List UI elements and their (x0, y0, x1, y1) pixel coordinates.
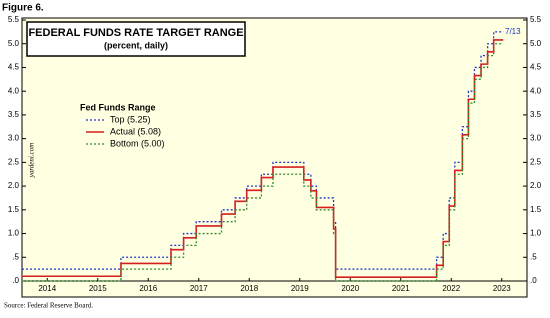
y-tick-label: 5.5 (8, 15, 20, 24)
y-tick-label: 4.5 (8, 63, 20, 72)
x-tick-label: 2022 (442, 284, 460, 293)
x-tick-label: 2020 (341, 284, 359, 293)
x-tick-label: 2015 (89, 284, 107, 293)
y-tick-label: 1.5 (8, 205, 20, 214)
y-tick-label-right: .0 (530, 276, 537, 285)
annotation: 7/13 (505, 27, 521, 36)
y-tick-label-right: 1.5 (530, 205, 542, 214)
legend-label: Bottom (5.00) (110, 138, 165, 148)
chart-subtitle: (percent, daily) (104, 40, 168, 50)
y-tick-label-right: 1.0 (530, 229, 542, 238)
series-line (22, 31, 504, 270)
x-tick-label: 2019 (291, 284, 309, 293)
legend-label: Actual (5.08) (110, 126, 161, 136)
y-tick-label-right: .5 (530, 252, 537, 261)
chart-title: FEDERAL FUNDS RATE TARGET RANGE (28, 27, 243, 39)
x-tick-label: 2016 (139, 284, 157, 293)
x-tick-label: 2021 (392, 284, 410, 293)
x-tick-label: 2017 (190, 284, 208, 293)
y-tick-label: 3.0 (8, 134, 20, 143)
y-tick-label: 1.0 (8, 229, 20, 238)
y-tick-label-right: 4.0 (530, 86, 542, 95)
source: Source: Federal Reserve Board. (4, 302, 93, 310)
y-tick-label-right: 5.5 (530, 15, 542, 24)
y-tick-label: 5.0 (8, 39, 20, 48)
legend-label: Top (5.25) (110, 114, 151, 124)
x-tick-label: 2018 (240, 284, 258, 293)
y-tick-label: 2.5 (8, 157, 20, 166)
plot-area (21, 17, 528, 298)
y-tick-label-right: 2.0 (530, 181, 542, 190)
y-tick-label: 4.0 (8, 86, 20, 95)
y-tick-label-right: 4.5 (530, 63, 542, 72)
y-tick-label: .5 (12, 252, 19, 261)
figure-label: Figure 6. (2, 3, 44, 14)
legend-title: Fed Funds Range (80, 102, 156, 112)
y-tick-label: .0 (12, 276, 19, 285)
y-tick-label: 2.0 (8, 181, 20, 190)
watermark: yardeni.com (28, 143, 36, 179)
y-tick-label-right: 5.0 (530, 39, 542, 48)
title-box (26, 21, 246, 57)
series-line (22, 43, 504, 282)
x-tick-label: 2014 (38, 284, 56, 293)
x-tick-label: 2023 (493, 284, 511, 293)
series-line (22, 39, 504, 278)
y-tick-label-right: 3.5 (530, 110, 542, 119)
y-tick-label-right: 2.5 (530, 157, 542, 166)
y-tick-label: 3.5 (8, 110, 20, 119)
y-tick-label-right: 3.0 (530, 134, 542, 143)
